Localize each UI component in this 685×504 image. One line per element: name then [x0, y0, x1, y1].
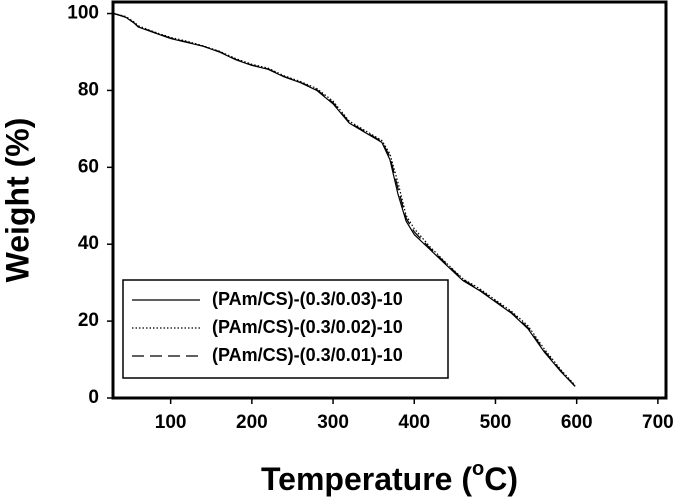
x-axis-label-part: C) — [484, 461, 518, 497]
legend-box — [122, 279, 449, 379]
x-axis-label-part: Temperature ( — [261, 461, 472, 497]
y-tick-label: 100 — [67, 3, 99, 24]
plot-frame — [111, 0, 668, 400]
series-line — [113, 12, 576, 387]
x-tick-label: 600 — [561, 412, 593, 433]
x-tick-label: 200 — [236, 412, 268, 433]
x-tick-label: 500 — [480, 412, 512, 433]
y-tick-label: 20 — [78, 310, 99, 331]
x-tick-label: 300 — [317, 412, 349, 433]
y-tick-label: 80 — [78, 79, 99, 100]
y-tick-label: 0 — [88, 387, 99, 408]
series-line — [113, 12, 576, 386]
x-axis-label: Temperature (oC) — [261, 458, 518, 497]
legend-label: (PAm/CS)-(0.3/0.03)-10 — [212, 289, 403, 309]
y-tick-label: 60 — [78, 156, 99, 177]
x-tick-label: 400 — [398, 412, 430, 433]
x-axis-label-sup: o — [472, 458, 484, 480]
x-tick-label: 100 — [155, 412, 187, 433]
y-axis-label: Weight (%) — [0, 118, 35, 283]
legend-label: (PAm/CS)-(0.3/0.01)-10 — [212, 345, 403, 365]
legend-label: (PAm/CS)-(0.3/0.02)-10 — [212, 317, 403, 337]
x-tick-label: 700 — [642, 412, 674, 433]
y-tick-label: 40 — [78, 233, 99, 254]
